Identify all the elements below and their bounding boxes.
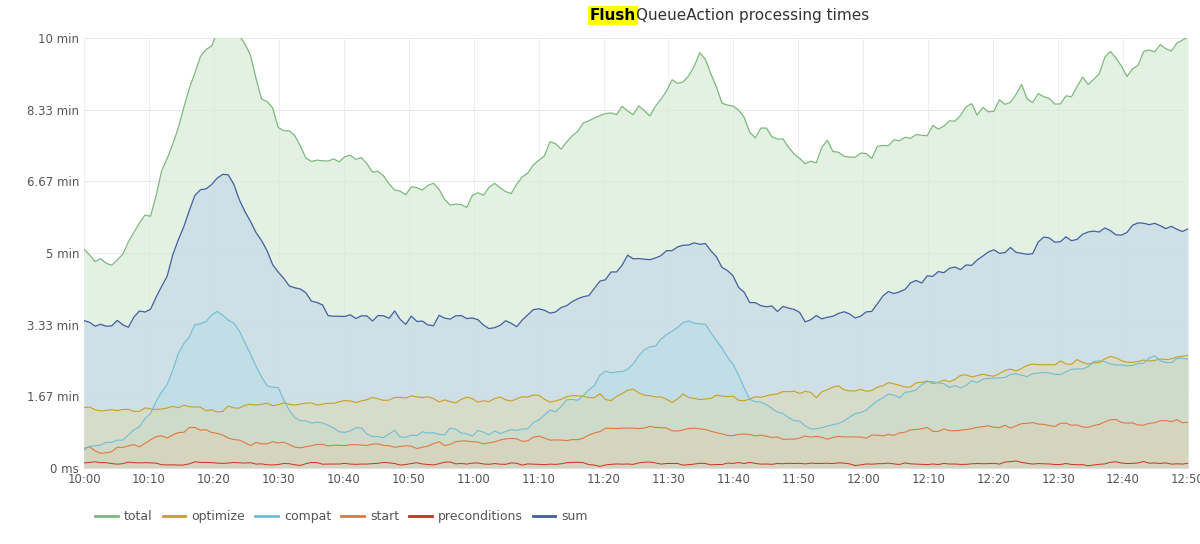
Text: QueueAction processing times: QueueAction processing times (636, 8, 869, 23)
Legend: total, optimize, compat, start, preconditions, sum: total, optimize, compat, start, precondi… (90, 505, 593, 528)
Text: Flush: Flush (589, 8, 636, 23)
